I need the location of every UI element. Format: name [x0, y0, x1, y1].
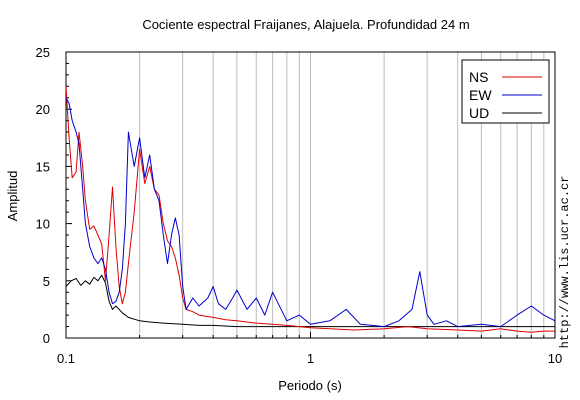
y-axis-ticks: 0 5 10 15 20 25 — [36, 45, 72, 346]
y-tick-label: 25 — [36, 45, 50, 60]
y-tick-label: 20 — [36, 102, 50, 117]
series-lines — [66, 86, 555, 333]
y-axis-label: Amplitud — [5, 171, 20, 222]
legend-label-ew: EW — [469, 87, 492, 103]
x-tick-label: 10 — [548, 351, 562, 366]
legend-label-ud: UD — [469, 105, 489, 121]
y-tick-label: 5 — [43, 274, 50, 289]
x-axis-ticks: 0.1 1 10 — [57, 332, 562, 366]
y-tick-label: 15 — [36, 159, 50, 174]
series-line-ew — [66, 97, 555, 328]
grid — [139, 52, 545, 338]
watermark-url: http://www.lis.ucr.ac.cr — [558, 176, 572, 349]
x-tick-label: 1 — [307, 351, 314, 366]
legend: NS EW UD — [461, 59, 550, 124]
legend-label-ns: NS — [469, 69, 488, 85]
series-line-ud — [66, 274, 555, 328]
chart-title: Cociente espectral Fraijanes, Alajuela. … — [142, 17, 469, 32]
x-axis-label: Periodo (s) — [278, 378, 342, 393]
series-line-ns — [66, 86, 555, 333]
y-tick-label: 10 — [36, 217, 50, 232]
y-tick-label: 0 — [43, 331, 50, 346]
x-tick-label: 0.1 — [57, 351, 75, 366]
